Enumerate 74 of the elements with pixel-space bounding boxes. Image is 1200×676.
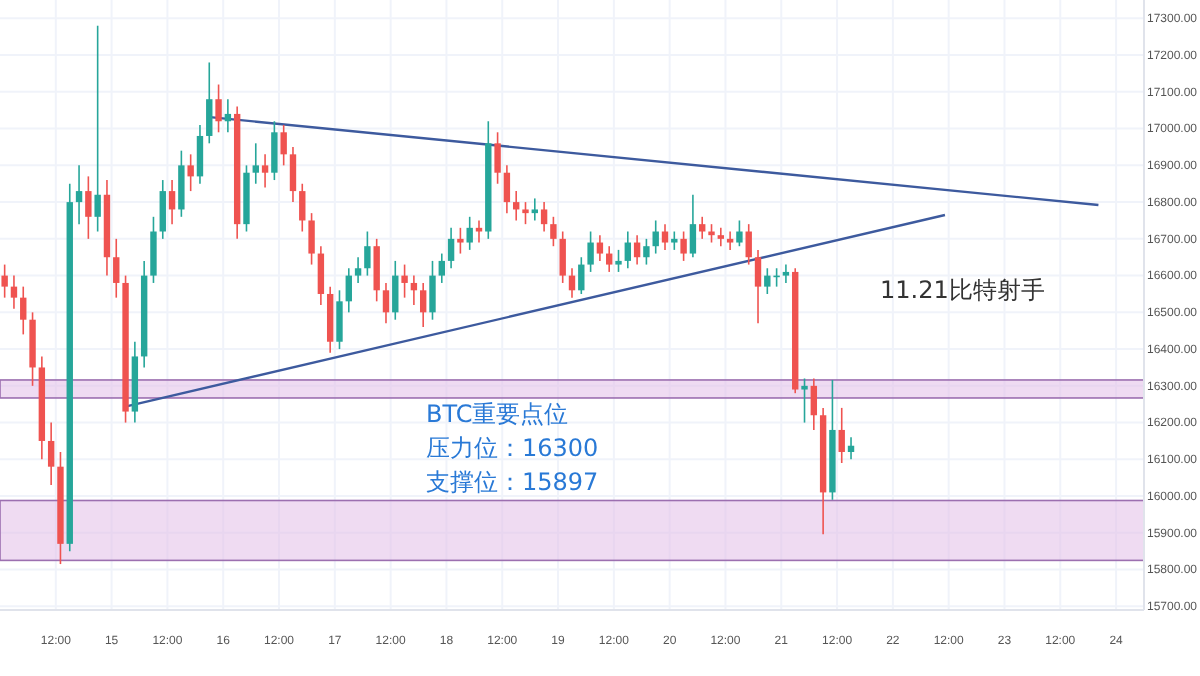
candlestick	[308, 212, 315, 266]
candlestick	[736, 219, 743, 247]
candlestick	[373, 238, 380, 303]
candlestick	[447, 227, 455, 270]
candlestick	[494, 131, 501, 185]
candlestick	[289, 146, 297, 203]
candlestick	[522, 201, 529, 225]
candlestick	[1, 263, 8, 299]
candlestick	[782, 263, 790, 284]
candlestick	[392, 260, 399, 321]
candlestick	[299, 182, 306, 233]
candlestick	[643, 238, 650, 266]
candlestick	[661, 223, 669, 251]
candlestick	[699, 216, 706, 240]
annotation: 压力位：16300	[426, 434, 599, 462]
candlestick	[364, 230, 371, 277]
annotation: 支撑位：15897	[426, 468, 599, 496]
candlestick	[596, 234, 604, 262]
candlestick	[689, 193, 697, 259]
candlestick	[717, 227, 725, 247]
candlestick	[317, 245, 325, 306]
candlestick	[531, 197, 538, 222]
candlestick	[587, 230, 594, 273]
candlestick	[745, 223, 752, 266]
candlestick	[196, 124, 204, 185]
candlestick	[280, 124, 287, 167]
candlestick	[150, 216, 157, 284]
candlestick	[47, 421, 55, 486]
candlestick	[540, 201, 548, 233]
annotation: BTC重要点位	[426, 400, 569, 428]
candlestick	[624, 230, 631, 270]
candlestick	[215, 83, 222, 134]
candlestick	[10, 274, 18, 310]
candlestick	[466, 216, 473, 251]
candlestick	[336, 289, 343, 350]
candlestick	[503, 164, 511, 214]
candlestick	[252, 142, 259, 185]
candlestick	[550, 216, 557, 247]
candlestick	[429, 260, 436, 321]
candlestick	[187, 153, 194, 192]
candlestick	[271, 120, 278, 181]
candlestick	[475, 219, 483, 244]
candlestick	[559, 230, 566, 284]
candlestick	[168, 179, 176, 225]
candlestick	[438, 252, 445, 284]
candlestick	[838, 407, 845, 464]
candlestick	[206, 61, 213, 145]
candlestick	[810, 377, 818, 431]
candlestick	[29, 311, 36, 387]
candlestick	[159, 179, 166, 240]
candlestick	[419, 282, 427, 328]
candlestick	[801, 377, 808, 424]
candlestick	[671, 230, 678, 251]
candlestick	[85, 175, 92, 240]
candlestick	[615, 249, 622, 273]
candlestick	[354, 256, 362, 284]
candlestick	[754, 249, 762, 325]
annotation: 11.21比特射手	[880, 276, 1045, 304]
candlestick	[578, 256, 585, 295]
candlestick	[20, 285, 27, 336]
candlestick	[261, 153, 269, 189]
candlestick	[75, 164, 83, 225]
candlestick	[847, 436, 855, 461]
candlestick	[113, 238, 120, 299]
candlestick	[457, 227, 464, 255]
candlestick	[326, 285, 334, 354]
candlestick	[382, 282, 390, 325]
candlestick	[606, 245, 613, 273]
candlestick	[680, 230, 687, 262]
candlestick	[94, 24, 101, 233]
candlestick	[726, 230, 734, 251]
candlestick	[401, 263, 408, 299]
candlestick	[178, 149, 185, 218]
candlestick	[345, 267, 352, 314]
